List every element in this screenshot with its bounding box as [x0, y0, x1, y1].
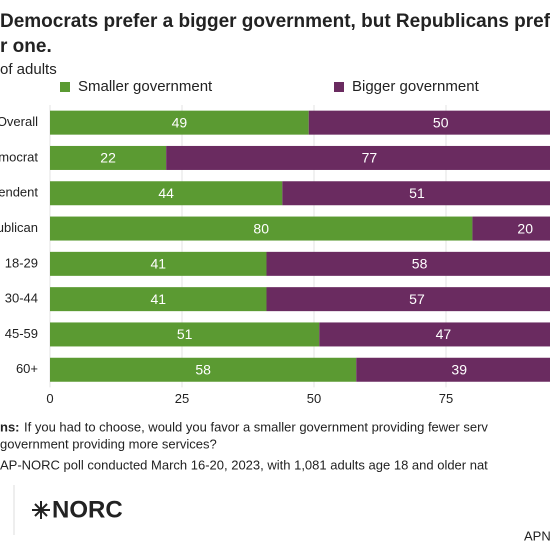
chart-title: r one. — [0, 36, 52, 57]
data-label: 58 — [412, 256, 428, 272]
bar-segment — [50, 181, 283, 206]
data-label: 39 — [451, 361, 467, 377]
bar-segment — [282, 181, 550, 206]
bar-segment — [319, 322, 550, 347]
data-label: 58 — [195, 361, 211, 377]
logo-star — [32, 501, 50, 519]
data-label: 51 — [177, 326, 193, 342]
legend-swatch — [60, 82, 70, 92]
corner-text: APN — [524, 528, 550, 543]
data-label: 22 — [100, 150, 116, 166]
bar-segment — [356, 357, 550, 382]
chart-subtitle: of adults — [0, 61, 57, 78]
data-label: 57 — [409, 291, 425, 307]
data-label: 49 — [172, 114, 188, 130]
data-label: 50 — [433, 114, 449, 130]
y-tick-label: 45-59 — [5, 326, 38, 341]
bar-segment — [50, 110, 309, 135]
data-label: 80 — [253, 220, 269, 236]
y-tick-label: 30-44 — [5, 291, 38, 306]
y-tick-label: endent — [0, 185, 38, 200]
source: AP-NORC poll conducted March 16-20, 2023… — [0, 457, 488, 472]
note: If you had to choose, would you favor a … — [24, 419, 488, 434]
x-tick-label: 50 — [307, 391, 321, 406]
note-label: ns: — [0, 419, 20, 434]
bar-segment — [50, 357, 357, 382]
data-label: 47 — [436, 326, 452, 342]
bar-segment — [50, 145, 167, 170]
logo: NORC — [52, 496, 123, 523]
x-tick-label: 0 — [46, 391, 53, 406]
data-label: 44 — [158, 185, 174, 201]
bar-segment — [50, 322, 320, 347]
y-tick-label: mocrat — [0, 149, 38, 164]
bar-segment — [50, 216, 473, 241]
legend-label: Smaller government — [78, 78, 213, 95]
bar-segment — [166, 145, 550, 170]
y-tick-label: Overall — [0, 114, 38, 129]
note: government providing more services? — [0, 436, 217, 451]
chart-title: Democrats prefer a bigger government, bu… — [0, 11, 550, 32]
bar-segment — [50, 251, 267, 276]
y-tick-label: 60+ — [16, 361, 38, 376]
legend-swatch — [334, 82, 344, 92]
bar-segment — [50, 287, 267, 312]
data-label: 20 — [517, 220, 533, 236]
data-label: 77 — [362, 150, 378, 166]
bar-segment — [308, 110, 550, 135]
y-tick-label: 18-29 — [5, 255, 38, 270]
data-label: 41 — [150, 256, 166, 272]
data-label: 51 — [409, 185, 425, 201]
y-tick-label: ublican — [0, 220, 38, 235]
data-label: 41 — [150, 291, 166, 307]
bar-segment — [472, 216, 550, 241]
x-tick-label: 75 — [439, 391, 453, 406]
bar-segment — [266, 287, 550, 312]
bar-segment — [266, 251, 550, 276]
x-tick-label: 25 — [175, 391, 189, 406]
legend-label: Bigger government — [352, 78, 480, 95]
